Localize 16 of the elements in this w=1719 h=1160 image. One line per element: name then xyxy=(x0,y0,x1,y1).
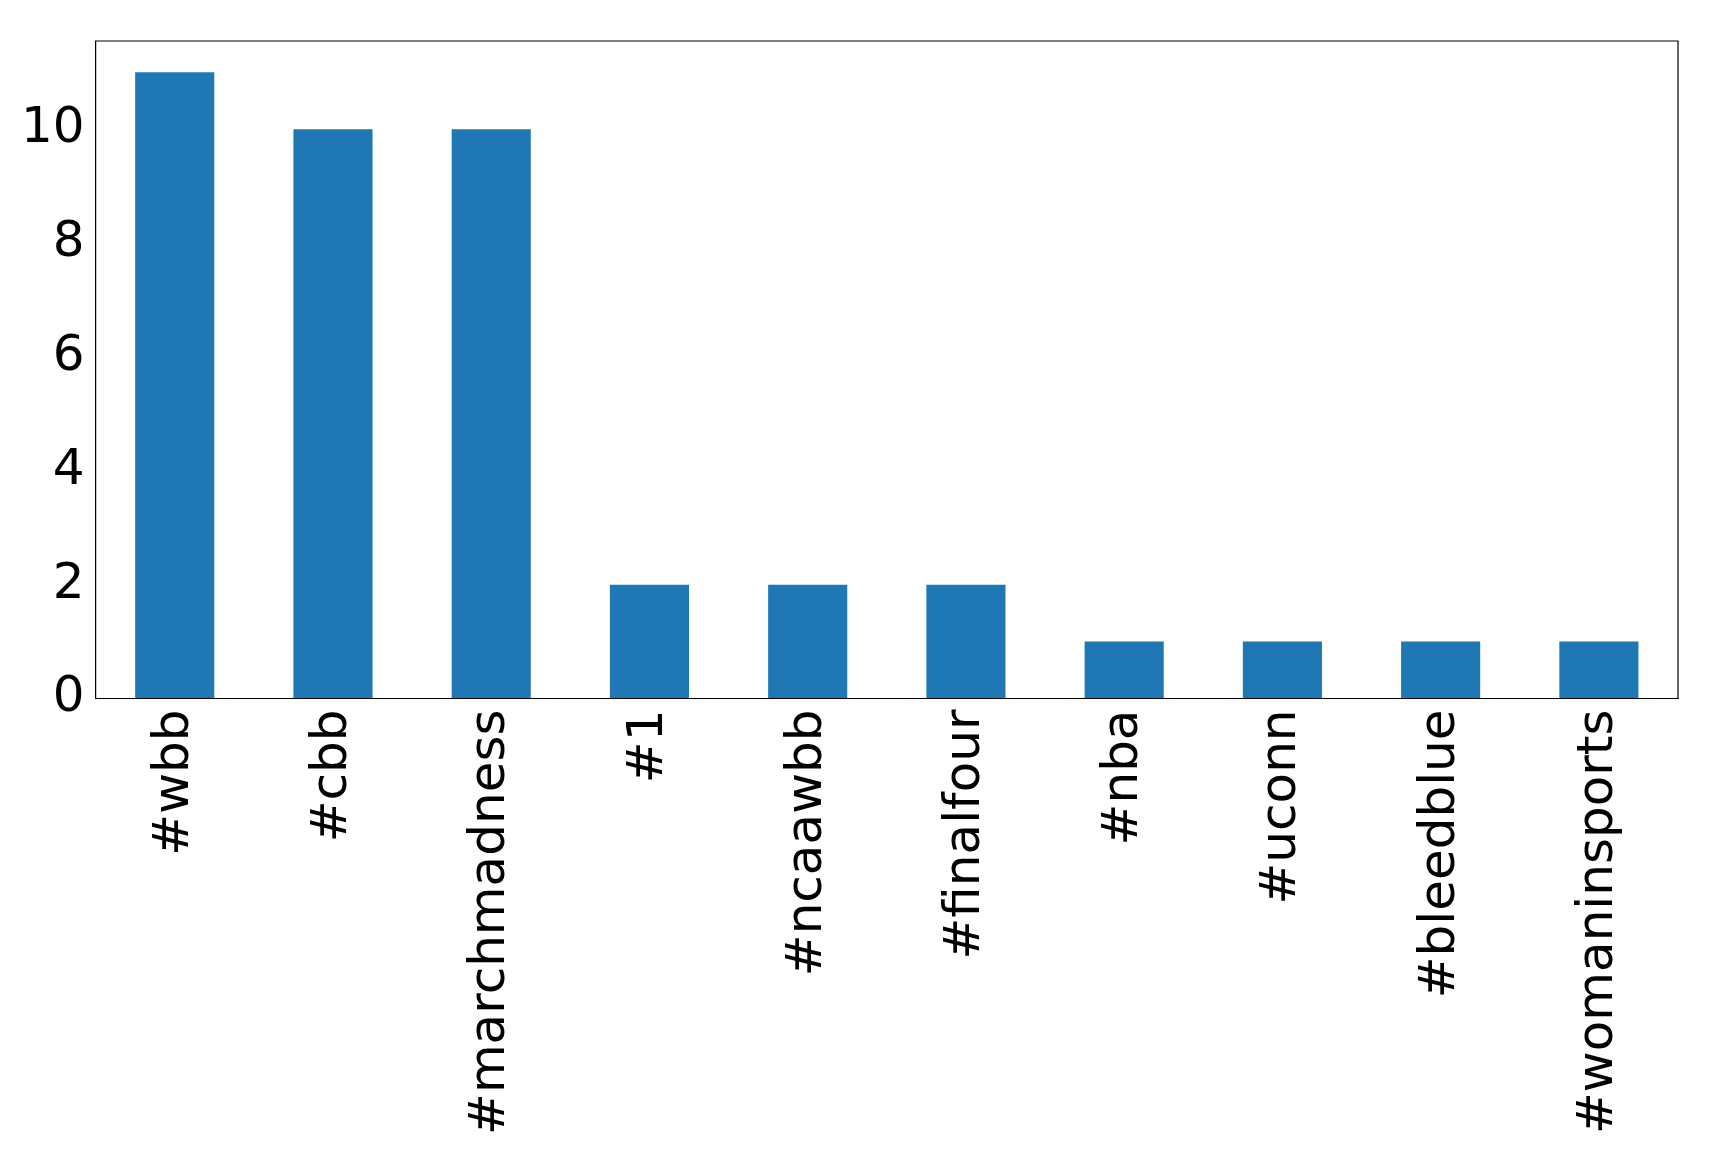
x-tick-label: #uconn xyxy=(1249,709,1308,905)
y-tick-label: 8 xyxy=(52,210,85,269)
y-tick-label: 2 xyxy=(52,551,85,610)
x-tick-label: #bleedblue xyxy=(1407,709,1466,999)
x-tick-label: #1 xyxy=(616,709,675,784)
y-tick-label: 6 xyxy=(52,323,85,382)
x-tick-label: #finalfour xyxy=(932,709,991,960)
x-tick-label: #nba xyxy=(1091,709,1150,846)
y-tick-label: 4 xyxy=(52,437,85,496)
x-tick-label: #womaninsports xyxy=(1565,709,1624,1135)
y-tick-label: 0 xyxy=(52,665,85,724)
x-tick-label: #marchmadness xyxy=(458,709,517,1135)
x-tick-label: #ncaawbb xyxy=(774,709,833,977)
y-tick-label: 10 xyxy=(21,96,85,155)
x-tick-label: #cbb xyxy=(299,709,358,843)
x-tick-label: #wbb xyxy=(141,709,200,856)
